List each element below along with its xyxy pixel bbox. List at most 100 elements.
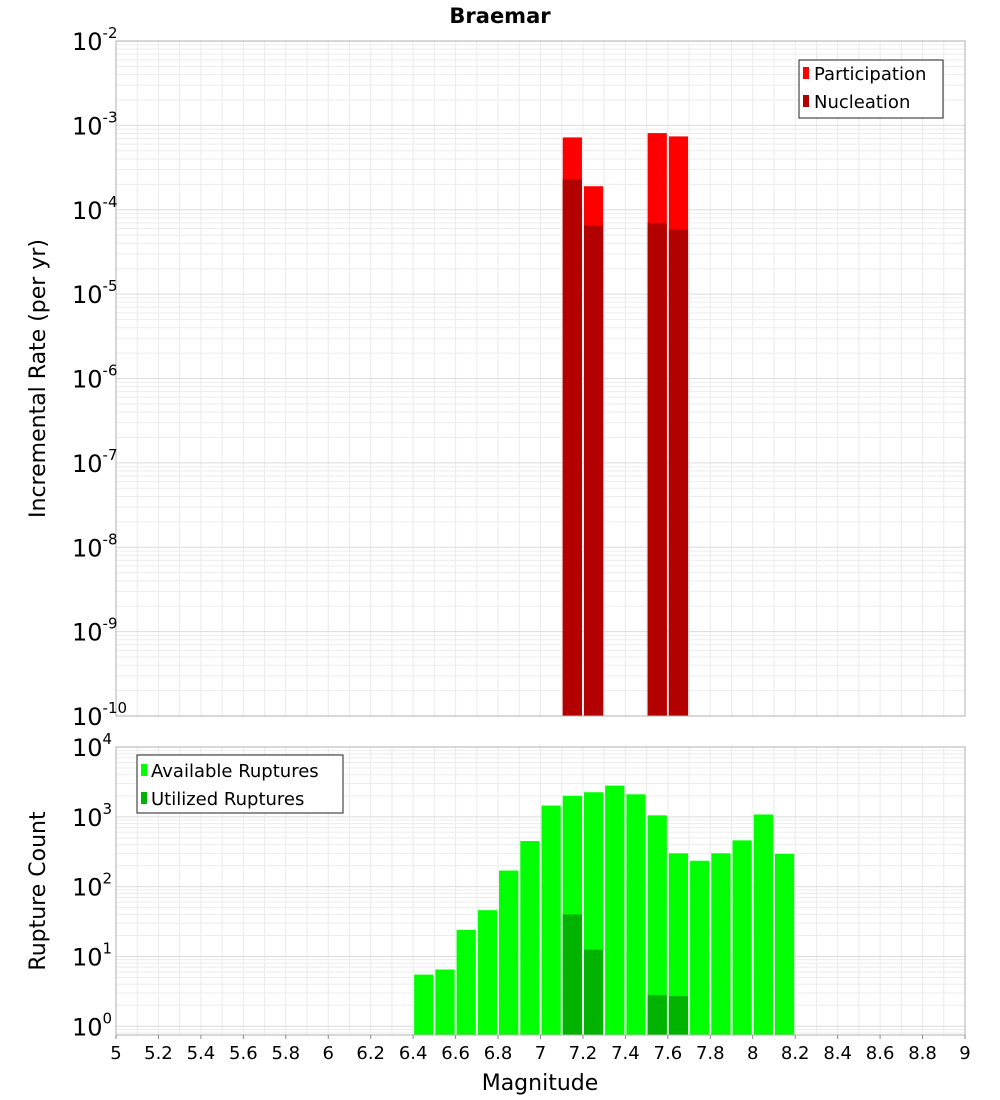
series-utilized-ruptures bbox=[562, 914, 689, 1035]
bar bbox=[668, 229, 689, 717]
bar bbox=[732, 840, 752, 1035]
legend-swatch bbox=[141, 764, 147, 776]
y-tick-exponent: -6 bbox=[103, 362, 118, 380]
x-tick-label: 5.8 bbox=[271, 1043, 300, 1064]
x-tick-label: 9 bbox=[959, 1043, 970, 1064]
y-tick-exponent: -7 bbox=[103, 446, 118, 464]
y-tick-base: 10 bbox=[72, 28, 103, 56]
bar bbox=[541, 805, 561, 1035]
x-tick-label: 5 bbox=[110, 1043, 121, 1064]
y-tick-label: 10-7 bbox=[72, 446, 118, 478]
y-tick-label: 100 bbox=[72, 1009, 112, 1041]
x-tick-label: 7.2 bbox=[569, 1043, 598, 1064]
bar bbox=[647, 222, 667, 716]
y-tick-base: 10 bbox=[72, 1013, 103, 1041]
y-tick-base: 10 bbox=[72, 734, 103, 762]
y-tick-base: 10 bbox=[72, 874, 103, 902]
x-tick-label: 5.2 bbox=[144, 1043, 173, 1064]
bar bbox=[668, 996, 689, 1035]
y-tick-base: 10 bbox=[72, 197, 103, 225]
y-tick-exponent: -5 bbox=[103, 277, 118, 295]
x-tick-label: 7 bbox=[535, 1043, 546, 1064]
y-tick-label: 10-6 bbox=[72, 362, 118, 394]
y-axis-title: Rupture Count bbox=[26, 811, 51, 971]
legend: Available Ruptures Utilized Ruptures bbox=[136, 754, 344, 814]
y-tick-label: 10-3 bbox=[72, 108, 118, 140]
y-tick-base: 10 bbox=[72, 534, 103, 562]
y-tick-exponent: 4 bbox=[103, 730, 113, 748]
legend-box bbox=[136, 754, 344, 814]
bar bbox=[499, 870, 519, 1035]
x-tick-label: 8 bbox=[747, 1043, 758, 1064]
legend-label: Available Ruptures bbox=[151, 761, 319, 782]
bar bbox=[774, 853, 795, 1035]
x-tick-label: 8.8 bbox=[908, 1043, 937, 1064]
y-tick-exponent: 0 bbox=[103, 1009, 113, 1027]
y-tick-label: 10-4 bbox=[72, 193, 118, 225]
y-tick-label: 101 bbox=[72, 939, 112, 971]
bar bbox=[414, 974, 434, 1035]
bar bbox=[753, 814, 773, 1035]
x-tick-label: 6.4 bbox=[399, 1043, 428, 1064]
x-tick-label: 6.8 bbox=[484, 1043, 513, 1064]
bar bbox=[435, 969, 455, 1035]
bar bbox=[668, 853, 689, 1035]
x-tick-label: 6.2 bbox=[356, 1043, 385, 1064]
bar bbox=[477, 910, 498, 1035]
y-axis-title: Incremental Rate (per yr) bbox=[26, 239, 51, 518]
x-tick-label: 5.6 bbox=[229, 1043, 258, 1064]
bar bbox=[520, 841, 540, 1035]
bar bbox=[711, 853, 731, 1035]
y-tick-label: 10-10 bbox=[72, 699, 127, 731]
y-tick-exponent: -9 bbox=[103, 615, 118, 633]
bar bbox=[626, 794, 646, 1035]
legend-swatch bbox=[803, 67, 809, 79]
x-tick-label: 6.6 bbox=[441, 1043, 470, 1064]
x-tick-label: 8.6 bbox=[866, 1043, 895, 1064]
y-tick-base: 10 bbox=[72, 703, 103, 731]
x-tick-label: 8.4 bbox=[823, 1043, 852, 1064]
y-tick-label: 10-5 bbox=[72, 277, 118, 309]
y-tick-label: 104 bbox=[72, 730, 112, 762]
bar bbox=[562, 914, 582, 1035]
y-tick-base: 10 bbox=[72, 112, 103, 140]
y-tick-base: 10 bbox=[72, 450, 103, 478]
legend-label: Nucleation bbox=[814, 92, 910, 113]
legend-swatch bbox=[141, 792, 147, 804]
y-tick-exponent: -4 bbox=[103, 193, 118, 211]
y-tick-base: 10 bbox=[72, 619, 103, 647]
legend-swatch bbox=[803, 95, 809, 107]
series-nucleation bbox=[562, 179, 689, 717]
y-tick-exponent: 3 bbox=[103, 800, 113, 818]
y-tick-label: 103 bbox=[72, 800, 112, 832]
bar bbox=[605, 785, 625, 1035]
y-tick-label: 10-2 bbox=[72, 24, 118, 56]
y-tick-base: 10 bbox=[72, 804, 103, 832]
y-tick-label: 10-9 bbox=[72, 615, 118, 647]
bar bbox=[456, 929, 476, 1035]
y-tick-base: 10 bbox=[72, 366, 103, 394]
legend: Participation Nucleation bbox=[798, 59, 944, 119]
legend-label: Utilized Ruptures bbox=[151, 789, 304, 810]
bar bbox=[647, 995, 667, 1035]
bar bbox=[583, 225, 604, 716]
y-tick-label: 10-8 bbox=[72, 530, 118, 562]
x-tick-label: 7.8 bbox=[696, 1043, 725, 1064]
y-tick-exponent: 2 bbox=[103, 870, 113, 888]
y-tick-base: 10 bbox=[72, 281, 103, 309]
y-tick-exponent: -3 bbox=[103, 108, 118, 126]
y-tick-exponent: -2 bbox=[103, 24, 118, 42]
x-tick-label: 7.4 bbox=[611, 1043, 640, 1064]
grid-lines bbox=[115, 40, 966, 717]
y-tick-label: 102 bbox=[72, 870, 112, 902]
legend-label: Participation bbox=[814, 64, 926, 85]
legend-box bbox=[798, 59, 944, 119]
x-tick-label: 7.6 bbox=[654, 1043, 683, 1064]
chart-title: Braemar bbox=[449, 4, 551, 28]
bar bbox=[562, 179, 582, 716]
x-tick-label: 8.2 bbox=[781, 1043, 810, 1064]
plot-panel-1: 10-210-310-410-510-610-710-810-910-10Inc… bbox=[26, 4, 966, 731]
y-tick-exponent: -8 bbox=[103, 530, 118, 548]
